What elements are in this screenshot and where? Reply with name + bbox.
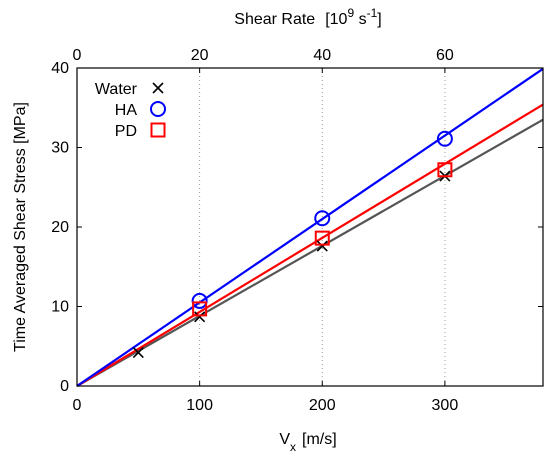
grid-lines — [199, 68, 446, 386]
marker-water — [132, 347, 144, 359]
marker-pd — [437, 162, 453, 178]
tick-labels: 0 20 40 60 0 100 200 300 0 10 20 30 40 — [51, 47, 458, 414]
x-tick-label: 200 — [309, 397, 336, 414]
marker-water — [316, 240, 328, 252]
top-axis-title: Shear Rate [109 s-1] — [234, 6, 381, 28]
x-axis-title-unit: [m/s] — [302, 431, 337, 448]
legend-marker-water-stroke — [152, 82, 164, 94]
legend-label-water: Water — [95, 81, 138, 98]
y-axis-title: Time Averaged Shear Stress [MPa] — [12, 102, 29, 352]
y-tick-label: 40 — [51, 60, 69, 77]
marker-pd — [314, 230, 330, 246]
marker-water-stroke — [132, 347, 144, 359]
fit-line-ha — [76, 67, 544, 387]
x-axis-title: Vx [m/s] — [279, 431, 336, 453]
top-axis-title-exp1: 9 — [347, 6, 354, 20]
fit-line-water — [76, 118, 544, 387]
marker-water-stroke — [316, 240, 328, 252]
top-tick-label: 20 — [191, 47, 209, 64]
marker-water-stroke — [194, 311, 206, 323]
x-tick-label: 100 — [186, 397, 213, 414]
fit-lines — [76, 67, 544, 387]
top-axis-title-unit-end: ] — [377, 11, 381, 28]
marker-pd — [192, 301, 208, 317]
y-tick-label: 30 — [51, 140, 69, 157]
top-axis-title-main: Shear Rate — [234, 11, 315, 28]
y-tick-label: 20 — [51, 219, 69, 236]
legend-marker-ha — [150, 101, 166, 117]
marker-ha — [436, 130, 453, 147]
axis-ticks — [76, 67, 543, 387]
top-axis-title-exp2: -1 — [367, 6, 378, 20]
top-tick-label: 60 — [436, 47, 454, 64]
y-tick-label: 10 — [51, 299, 69, 316]
top-tick-label: 40 — [313, 47, 331, 64]
legend-marker-pd — [150, 122, 166, 138]
y-tick-label: 0 — [60, 378, 69, 395]
x-axis-title-subscript: x — [290, 440, 296, 453]
fit-line-pd — [76, 103, 544, 387]
legend: Water HA PD — [95, 81, 166, 140]
legend-label-ha: HA — [115, 102, 138, 119]
x-tick-label: 0 — [73, 397, 82, 414]
x-tick-label: 300 — [432, 397, 459, 414]
top-tick-label: 0 — [73, 47, 82, 64]
marker-water — [194, 311, 206, 323]
marker-ha — [191, 292, 208, 309]
legend-label-pd: PD — [115, 123, 137, 140]
top-axis-title-unit-mid: s — [354, 11, 366, 28]
legend-marker-water — [152, 82, 164, 94]
marker-ha — [314, 210, 331, 227]
top-axis-title-unit-base: [10 — [325, 11, 347, 28]
data-markers — [132, 130, 453, 359]
x-axis-title-main: V — [279, 431, 290, 448]
